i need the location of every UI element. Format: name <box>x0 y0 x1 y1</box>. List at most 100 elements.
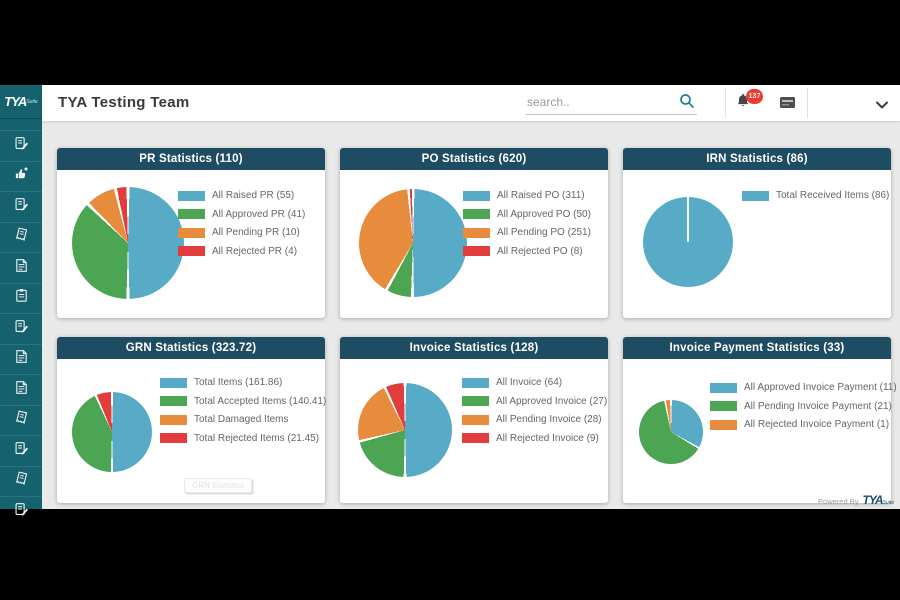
sidebar-item-4[interactable] <box>0 221 42 253</box>
sidebar-item-9[interactable] <box>0 374 42 405</box>
pie-chart[interactable] <box>72 392 152 472</box>
legend-label: All Approved PO (50) <box>497 208 591 220</box>
sidebar-nav <box>0 130 42 527</box>
legend-item[interactable]: All Rejected PO (8) <box>463 246 591 257</box>
legend-item[interactable]: Total Rejected Items (21.45) <box>160 433 326 444</box>
legend-item[interactable]: All Pending Invoice (28) <box>462 414 607 425</box>
legend-item[interactable]: All Rejected Invoice (9) <box>462 433 607 444</box>
chart-legend: All Approved Invoice Payment (11) All Pen… <box>710 382 897 438</box>
chart-legend: All Invoice (64) All Approved Invoice (27… <box>462 377 607 451</box>
chart-tooltip: GRN Statistics <box>184 478 252 493</box>
legend-label: All Rejected PO (8) <box>497 245 583 257</box>
stat-card-3: IRN Statistics (86) Total Received Items … <box>623 148 891 318</box>
legend-item[interactable]: Total Received Items (86) <box>742 190 889 201</box>
sidebar-item-12[interactable] <box>0 465 42 497</box>
card-body: Total Received Items (86) <box>623 170 891 318</box>
sidebar-item-2[interactable] <box>0 160 42 192</box>
card-title: Invoice Statistics (128) <box>340 337 608 359</box>
legend-swatch <box>710 419 737 430</box>
legend-label: All Raised PR (55) <box>212 190 295 201</box>
legend-swatch <box>160 377 187 388</box>
document-edit-icon <box>14 197 29 217</box>
legend-swatch <box>463 246 490 256</box>
legend-label: Total Accepted Items (140.41) <box>194 395 327 407</box>
topbar-divider-2 <box>807 88 808 118</box>
brand-logo[interactable]: TYA Suite <box>0 85 42 119</box>
legend-item[interactable]: All Pending Invoice Payment (21) <box>710 401 897 412</box>
sidebar-item-13[interactable] <box>0 496 42 527</box>
document-edit-icon <box>14 319 29 339</box>
topbar-divider <box>725 88 726 118</box>
legend-swatch <box>710 401 737 411</box>
legend-label: All Approved PR (41) <box>212 208 306 220</box>
search-icon[interactable] <box>679 93 695 114</box>
legend-item[interactable]: All Rejected PR (4) <box>178 246 305 257</box>
legend-item[interactable]: All Pending PR (10) <box>178 227 305 238</box>
legend-item[interactable]: Total Items (161.86) <box>160 377 326 388</box>
approval-hand-icon <box>14 166 29 186</box>
profile-menu-button[interactable] <box>875 97 889 115</box>
legend-label: All Rejected PR (4) <box>212 245 298 257</box>
stat-card-1: PR Statistics (110) All Raised PR (55) All… <box>57 148 325 318</box>
legend-item[interactable]: Total Accepted Items (140.41) <box>160 396 326 407</box>
sidebar-item-7[interactable] <box>0 313 42 344</box>
legend-item[interactable]: All Approved Invoice (27) <box>462 396 607 407</box>
legend-item[interactable]: All Raised PR (55) <box>178 190 305 201</box>
legend-swatch <box>178 190 205 201</box>
legend-swatch <box>160 433 187 443</box>
legend-label: Total Damaged Items <box>194 414 289 425</box>
legend-item[interactable]: All Approved PO (50) <box>463 209 591 220</box>
sidebar-item-5[interactable] <box>0 252 42 283</box>
receipt-icon <box>14 410 29 430</box>
stat-card-6: Invoice Payment Statistics (33) All Appro… <box>623 337 897 503</box>
page-title: TYA Testing Team <box>58 94 190 111</box>
legend-item[interactable]: All Raised PO (311) <box>463 190 591 201</box>
pie-chart[interactable] <box>359 189 467 297</box>
card-title: PO Statistics (620) <box>340 148 608 170</box>
pie-chart[interactable] <box>358 383 452 477</box>
card-icon <box>779 96 796 113</box>
pie-slice-border <box>687 197 689 242</box>
brand-logo-suffix: Suite <box>26 98 38 105</box>
legend-item[interactable]: All Approved PR (41) <box>178 209 305 220</box>
dashboard: PR Statistics (110) All Raised PR (55) All… <box>42 121 900 509</box>
footer-brand-logo: TYASuite <box>862 493 894 507</box>
sidebar-item-3[interactable] <box>0 191 42 222</box>
powered-by-label: Powered By <box>818 497 859 506</box>
sidebar-item-10[interactable] <box>0 404 42 436</box>
legend-item[interactable]: All Pending PO (251) <box>463 227 591 238</box>
legend-swatch <box>462 414 489 425</box>
notification-badge: 137 <box>746 89 763 104</box>
legend-label: All Pending Invoice Payment (21) <box>744 400 892 412</box>
legend-item[interactable]: Total Damaged Items <box>160 414 326 425</box>
sidebar-item-8[interactable] <box>0 343 42 375</box>
sidebar-item-6[interactable] <box>0 282 42 314</box>
footer: Powered By TYASuite <box>818 491 894 509</box>
card-body: All Approved Invoice Payment (11) All Pen… <box>623 359 897 503</box>
clipboard-icon <box>14 288 29 308</box>
apps-card-button[interactable] <box>779 96 796 114</box>
chart-legend: Total Received Items (86) <box>742 190 889 209</box>
stat-card-4: GRN Statistics (323.72) Total Items (161.… <box>57 337 326 503</box>
legend-item[interactable]: All Invoice (64) <box>462 377 607 388</box>
legend-item[interactable]: All Rejected Invoice Payment (1) <box>710 419 897 430</box>
sidebar-item-11[interactable] <box>0 435 42 466</box>
pie-chart[interactable] <box>72 187 184 299</box>
legend-label: All Invoice (64) <box>496 377 563 388</box>
app-window: TYASuite TYA Testing Team 137 <box>0 85 900 516</box>
legend-swatch <box>463 227 490 238</box>
pie-chart[interactable] <box>639 400 703 464</box>
legend-label: All Pending PR (10) <box>212 227 300 238</box>
legend-swatch <box>463 209 490 219</box>
legend-item[interactable]: All Approved Invoice Payment (11) <box>710 382 897 393</box>
legend-label: All Approved Invoice Payment (11) <box>744 382 897 393</box>
legend-label: Total Items (161.86) <box>194 377 283 388</box>
sidebar-item-1[interactable] <box>0 130 42 161</box>
legend-swatch <box>462 433 489 443</box>
search-input[interactable] <box>525 90 677 114</box>
card-body: All Invoice (64) All Approved Invoice (27… <box>340 359 608 503</box>
card-title: GRN Statistics (323.72) <box>57 337 325 359</box>
pie-chart[interactable] <box>643 197 733 287</box>
notifications-button[interactable]: 137 <box>735 89 765 116</box>
document-lines-icon <box>14 380 29 400</box>
